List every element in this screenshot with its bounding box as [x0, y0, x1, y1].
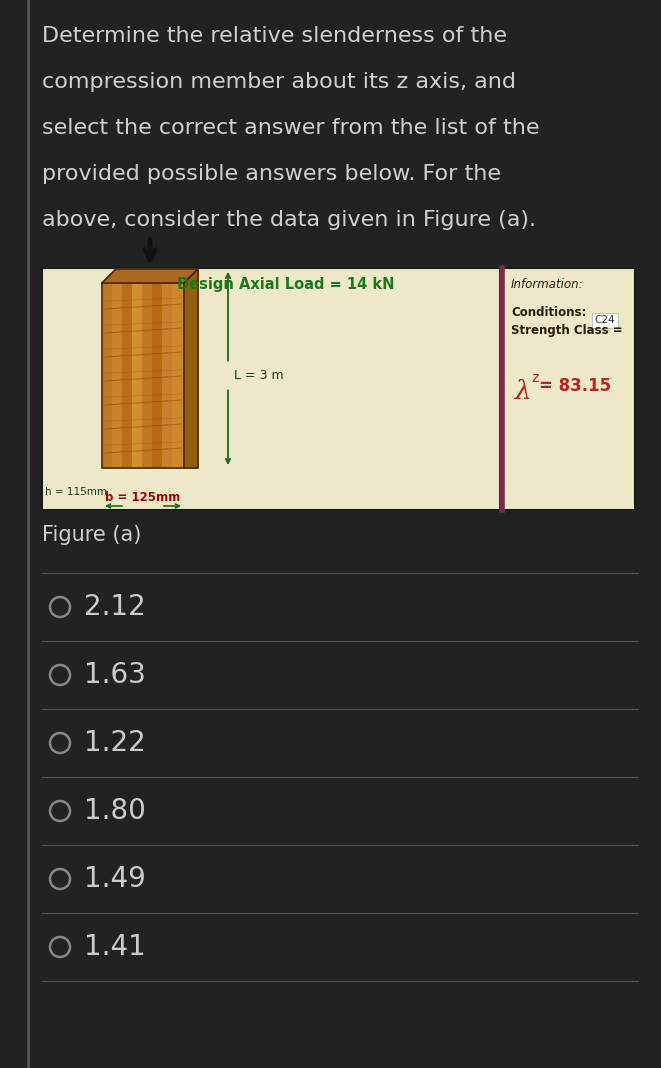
Text: L = 3 m: L = 3 m: [234, 370, 284, 382]
Bar: [102, 283, 184, 468]
Bar: [162, 283, 173, 468]
Bar: [592, 313, 618, 328]
Text: 2.12: 2.12: [84, 593, 145, 621]
Text: Determine the relative slenderness of the: Determine the relative slenderness of th…: [42, 26, 507, 46]
Text: Design Axial Load = 14 kN: Design Axial Load = 14 kN: [177, 277, 395, 292]
Text: = 83.15: = 83.15: [539, 377, 611, 395]
Text: Strength Class =: Strength Class =: [511, 324, 627, 337]
Bar: [112, 283, 123, 468]
Bar: [172, 283, 183, 468]
Text: select the correct answer from the list of the: select the correct answer from the list …: [42, 117, 539, 138]
Bar: [152, 283, 163, 468]
Bar: [102, 283, 113, 468]
Text: C24: C24: [595, 315, 615, 325]
Text: Conditions:: Conditions:: [511, 307, 586, 319]
Polygon shape: [184, 269, 198, 468]
Text: z: z: [531, 371, 538, 384]
Text: compression member about its z axis, and: compression member about its z axis, and: [42, 72, 516, 92]
Bar: [42, 268, 500, 511]
Text: 1.22: 1.22: [84, 729, 145, 757]
Polygon shape: [102, 269, 198, 283]
Text: b = 125mm: b = 125mm: [105, 491, 180, 504]
Text: λ: λ: [515, 379, 531, 404]
Bar: [142, 283, 153, 468]
Bar: [132, 283, 143, 468]
Text: provided possible answers below. For the: provided possible answers below. For the: [42, 164, 501, 184]
Text: 1.49: 1.49: [84, 865, 146, 893]
Text: 1.63: 1.63: [84, 661, 146, 689]
Bar: [122, 283, 133, 468]
Text: 1.80: 1.80: [84, 797, 146, 824]
Text: Figure (a): Figure (a): [42, 525, 141, 545]
Text: Information:: Information:: [511, 278, 584, 290]
Bar: [503, 268, 635, 511]
Text: 1.41: 1.41: [84, 933, 145, 961]
Text: above, consider the data given in Figure (a).: above, consider the data given in Figure…: [42, 210, 536, 230]
Text: h = 115mm: h = 115mm: [45, 487, 107, 497]
